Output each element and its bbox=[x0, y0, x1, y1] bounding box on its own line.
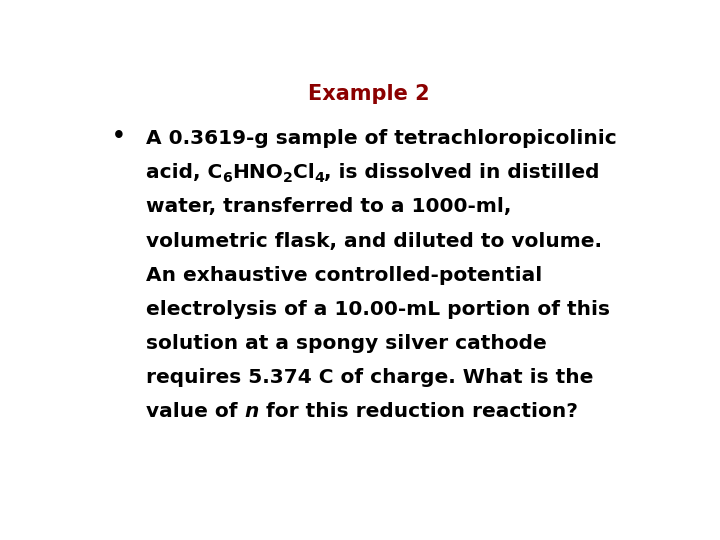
Text: volumetric flask, and diluted to volume.: volumetric flask, and diluted to volume. bbox=[145, 232, 602, 251]
Text: acid, C: acid, C bbox=[145, 163, 222, 183]
Text: Cl: Cl bbox=[292, 163, 315, 183]
Text: , is dissolved in distilled: , is dissolved in distilled bbox=[324, 163, 600, 183]
Text: Example 2: Example 2 bbox=[308, 84, 430, 104]
Text: electrolysis of a 10.00‑mL portion of this: electrolysis of a 10.00‑mL portion of th… bbox=[145, 300, 610, 319]
Text: for this reduction reaction?: for this reduction reaction? bbox=[258, 402, 577, 421]
Text: 6: 6 bbox=[222, 171, 232, 185]
Text: solution at a spongy silver cathode: solution at a spongy silver cathode bbox=[145, 334, 546, 353]
Text: HNO: HNO bbox=[232, 163, 283, 183]
Text: water, transferred to a 1000‑ml,: water, transferred to a 1000‑ml, bbox=[145, 198, 511, 217]
Text: A 0.3619‑g sample of tetrachloropicolinic: A 0.3619‑g sample of tetrachloropicolini… bbox=[145, 129, 616, 149]
Text: 4: 4 bbox=[315, 171, 324, 185]
Text: An exhaustive controlled‑potential: An exhaustive controlled‑potential bbox=[145, 266, 542, 285]
Text: requires 5.374 C of charge. What is the: requires 5.374 C of charge. What is the bbox=[145, 368, 593, 387]
Text: 2: 2 bbox=[283, 171, 292, 185]
Text: n: n bbox=[244, 402, 258, 421]
Text: value of: value of bbox=[145, 402, 244, 421]
Text: •: • bbox=[112, 126, 126, 146]
